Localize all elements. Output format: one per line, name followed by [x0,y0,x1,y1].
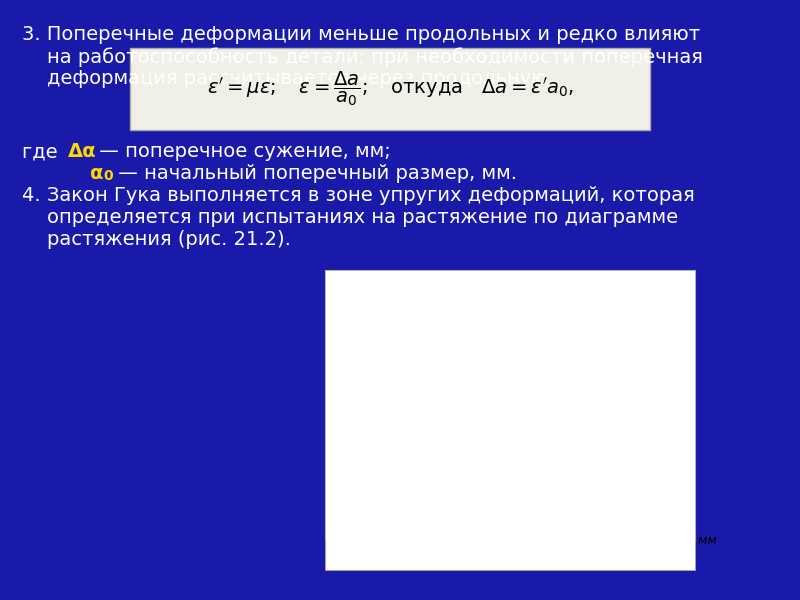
Text: 4. Закон Гука выполняется в зоне упругих деформаций, которая: 4. Закон Гука выполняется в зоне упругих… [22,186,694,205]
Text: Δα: Δα [68,142,97,161]
Text: Рис. 21.2: Рис. 21.2 [474,552,546,567]
Text: 1: 1 [382,374,390,386]
Text: — поперечное сужение, мм;: — поперечное сужение, мм; [93,142,390,161]
Text: на работоспособность детали; при необходимости поперечная: на работоспособность детали; при необход… [22,47,703,67]
Text: F, Н: F, Н [342,275,364,288]
Text: 0: 0 [103,169,113,183]
Text: деформация рассчитывается через продольную.: деформация рассчитывается через продольн… [22,69,554,88]
Text: Δl, мм: Δl, мм [678,535,718,547]
Text: определяется при испытаниях на растяжение по диаграмме: определяется при испытаниях на растяжени… [22,208,678,227]
Text: 0: 0 [328,535,336,547]
Text: $\varepsilon' = \mu\varepsilon;\quad \varepsilon = \dfrac{\Delta a}{a_0};\quad \: $\varepsilon' = \mu\varepsilon;\quad \va… [206,70,574,108]
Text: растяжения (рис. 21.2).: растяжения (рис. 21.2). [22,230,291,249]
Text: α: α [90,164,103,183]
Text: 3. Поперечные деформации меньше продольных и редко влияют: 3. Поперечные деформации меньше продольн… [22,25,700,44]
Bar [130,48,650,130]
Text: где: где [22,142,64,161]
Text: — начальный поперечный размер, мм.: — начальный поперечный размер, мм. [112,164,517,183]
